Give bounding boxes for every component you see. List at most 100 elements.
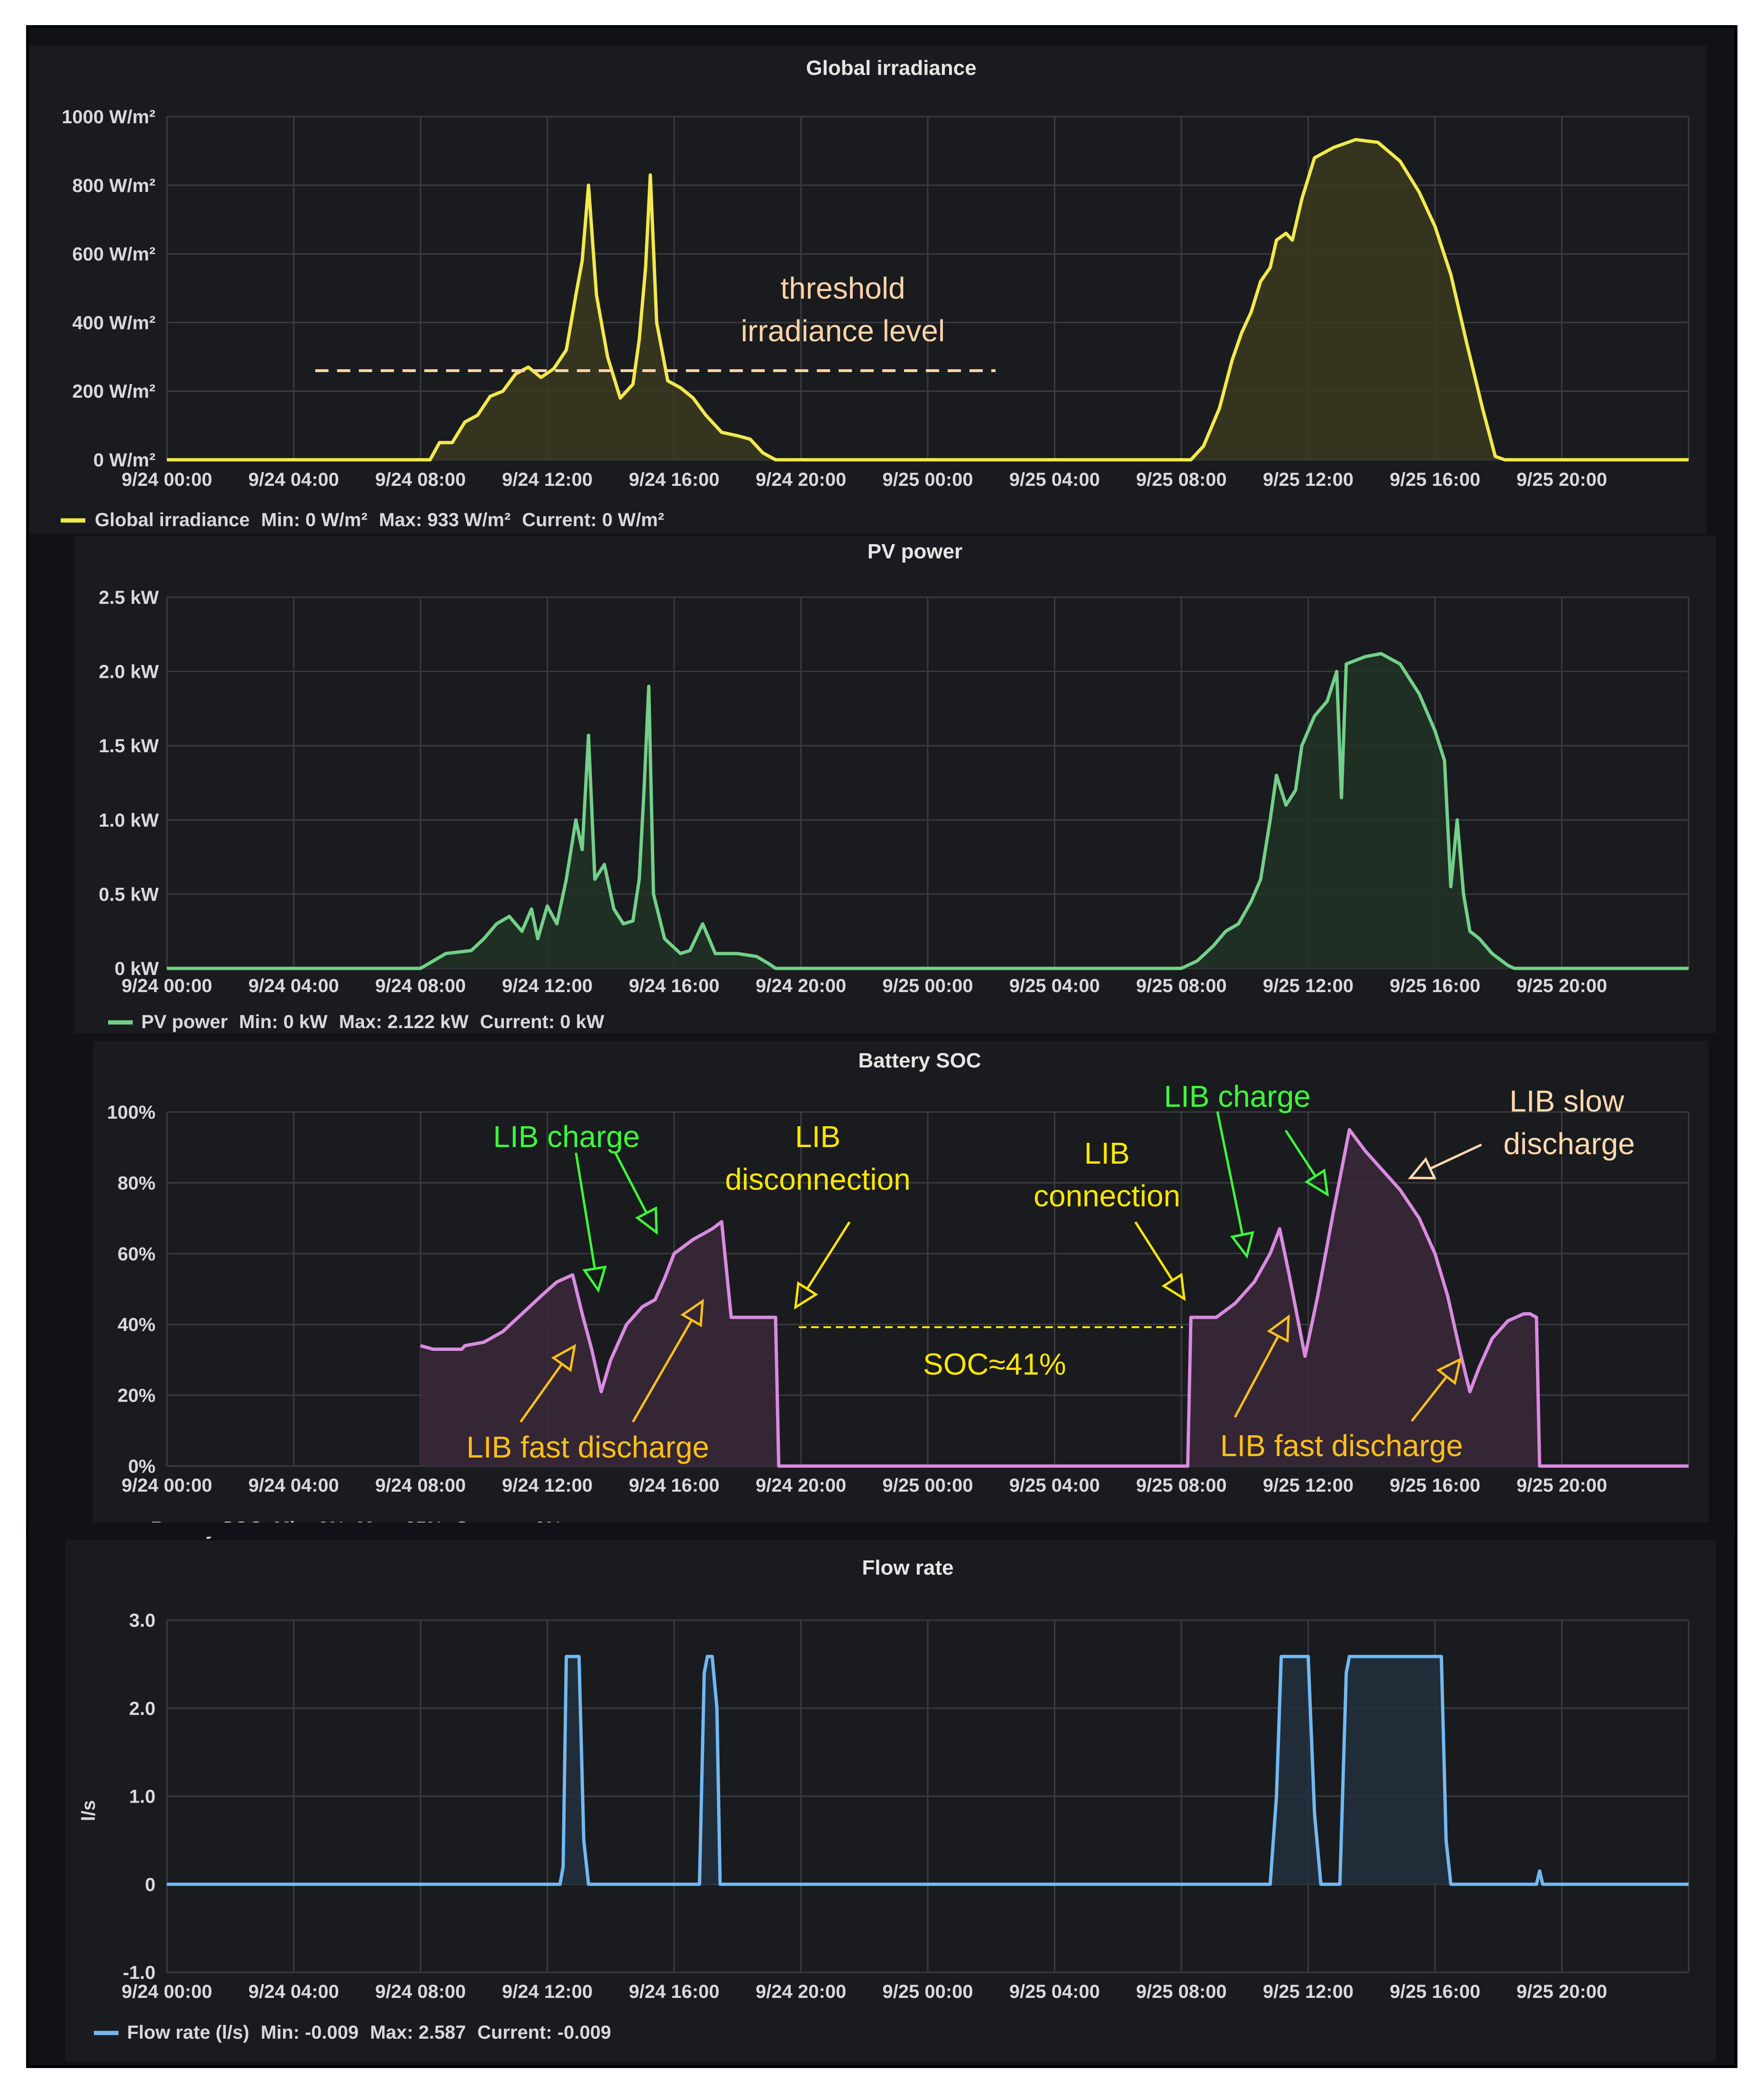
x-tick-label: 9/24 20:00 — [756, 1475, 846, 1496]
panel-divider — [28, 1522, 1735, 1537]
panel-title: Flow rate — [862, 1556, 953, 1579]
panel-global-irradiance: Global irradiance 0 W/m² 200 W/m² 400 W/m²… — [29, 46, 1707, 534]
series-line — [167, 1655, 1689, 1886]
arrow-lib-disconnection — [794, 1221, 851, 1310]
x-tick-label: 9/24 16:00 — [629, 975, 719, 996]
x-tick-label: 9/25 04:00 — [1009, 1981, 1100, 2002]
soc-label: SOC≈41% — [923, 1347, 1066, 1381]
panel-title: PV power — [868, 540, 963, 563]
y-tick-label: 800 W/m² — [72, 175, 155, 196]
arrow-lib-fast-discharge-1b — [631, 1298, 704, 1423]
x-tick-label: 9/25 12:00 — [1263, 975, 1353, 996]
lib-connection-label-line1: LIB — [1084, 1136, 1130, 1170]
x-axis: 9/24 00:00 9/24 04:00 9/24 08:00 9/24 12:00… — [121, 975, 1607, 996]
lib-charge-label-2: LIB charge — [1164, 1079, 1311, 1113]
x-tick-label: 9/24 08:00 — [375, 469, 466, 490]
x-tick-label: 9/24 20:00 — [756, 1981, 846, 2002]
y-axis: 0 kW 0.5 kW 1.0 kW 1.5 kW 2.0 kW 2.5 kW — [99, 587, 159, 979]
series-line — [167, 652, 1689, 970]
y-tick-label: 2.0 — [129, 1698, 155, 1719]
threshold-label-line1: threshold — [780, 271, 905, 305]
arrow-lib-charge-1b — [614, 1152, 658, 1235]
x-tick-label: 9/25 20:00 — [1517, 975, 1607, 996]
y-tick-label: 40% — [118, 1314, 155, 1335]
x-tick-label: 9/24 04:00 — [248, 1981, 339, 2002]
x-tick-label: 9/24 12:00 — [502, 975, 593, 996]
y-tick-label: 0 W/m² — [93, 450, 155, 471]
y-tick-label: 20% — [118, 1385, 155, 1406]
x-tick-label: 9/25 08:00 — [1136, 1475, 1226, 1496]
x-tick-label: 9/24 08:00 — [375, 975, 466, 996]
y-tick-label: 0 — [145, 1874, 155, 1895]
x-tick-label: 9/25 16:00 — [1389, 1981, 1480, 2002]
y-tick-label: 0.5 kW — [99, 884, 159, 905]
arrow-lib-charge-2b — [1284, 1130, 1329, 1197]
x-tick-label: 9/24 04:00 — [248, 469, 339, 490]
y-tick-label: 2.0 kW — [99, 662, 159, 683]
x-tick-label: 9/25 04:00 — [1009, 469, 1100, 490]
arrow-lib-charge-2a — [1216, 1111, 1254, 1259]
x-tick-label: 9/25 04:00 — [1009, 1475, 1100, 1496]
x-tick-label: 9/25 00:00 — [882, 469, 973, 490]
arrow-lib-fast-discharge-2b — [1411, 1357, 1462, 1422]
series-area — [167, 139, 1689, 460]
lib-fast-discharge-label-1: LIB fast discharge — [466, 1430, 709, 1464]
y-tick-label: 1.0 — [129, 1786, 155, 1807]
series-area — [420, 1130, 1689, 1466]
legend: PV power Min: 0 kW Max: 2.122 kW Current: 0… — [108, 1012, 604, 1032]
x-tick-label: 9/25 08:00 — [1136, 975, 1226, 996]
panel-battery-soc: Battery SOC 0% 20% 40% 60% 80% 100% 9/24 00:0… — [93, 1041, 1709, 1539]
y-tick-label: 600 W/m² — [72, 244, 155, 265]
lib-slow-discharge-label-line2: discharge — [1503, 1127, 1635, 1161]
arrow-lib-slow-discharge — [1408, 1143, 1482, 1180]
x-axis: 9/24 00:00 9/24 04:00 9/24 08:00 9/24 12:00… — [121, 1475, 1607, 1496]
x-tick-label: 9/24 00:00 — [121, 1981, 212, 2002]
x-tick-label: 9/24 00:00 — [121, 975, 212, 996]
arrow-lib-fast-discharge-1a — [519, 1344, 576, 1423]
y-tick-label: 3.0 — [129, 1610, 155, 1631]
x-tick-label: 9/25 20:00 — [1517, 1475, 1607, 1496]
x-tick-label: 9/24 12:00 — [502, 469, 593, 490]
y-tick-label: 60% — [118, 1244, 155, 1265]
legend-text: Flow rate (l/s) Min: -0.009 Max: 2.587 Curr… — [127, 2022, 611, 2043]
threshold-label-line2: irradiance level — [741, 314, 945, 348]
x-tick-label: 9/25 12:00 — [1263, 1475, 1353, 1496]
y-tick-label: 1.0 kW — [99, 810, 159, 831]
x-tick-label: 9/24 00:00 — [121, 469, 212, 490]
y-axis: -1.0 0 1.0 2.0 3.0 — [123, 1610, 155, 1983]
x-tick-label: 9/25 00:00 — [882, 1475, 973, 1496]
x-tick-label: 9/25 16:00 — [1389, 469, 1480, 490]
y-tick-label: 1000 W/m² — [62, 107, 155, 128]
x-tick-label: 9/25 12:00 — [1263, 1981, 1353, 2002]
legend: Flow rate (l/s) Min: -0.009 Max: 2.587 Curr… — [94, 2022, 611, 2043]
legend-text: Global irradiance Min: 0 W/m² Max: 933 W/m… — [95, 510, 664, 530]
x-axis: 9/24 00:00 9/24 04:00 9/24 08:00 9/24 12:00… — [121, 469, 1607, 490]
x-tick-label: 9/24 08:00 — [375, 1475, 466, 1496]
series-line — [420, 1128, 1689, 1468]
y-axis-label: l/s — [78, 1800, 99, 1821]
lib-disconnection-label-line1: LIB — [795, 1120, 841, 1154]
y-axis: 0% 20% 40% 60% 80% 100% — [107, 1102, 155, 1477]
lib-fast-discharge-label-2: LIB fast discharge — [1220, 1429, 1463, 1463]
legend: Global irradiance Min: 0 W/m² Max: 933 W/m… — [61, 510, 664, 530]
x-tick-label: 9/24 20:00 — [756, 469, 846, 490]
y-tick-label: -1.0 — [123, 1962, 155, 1983]
x-tick-label: 9/24 20:00 — [756, 975, 846, 996]
lib-disconnection-label-line2: disconnection — [725, 1162, 910, 1196]
arrow-lib-fast-discharge-2a — [1234, 1314, 1290, 1418]
x-tick-label: 9/25 16:00 — [1389, 1475, 1480, 1496]
panel-flow-rate: Flow rate l/s -1.0 0 1.0 2.0 3.0 9/24 00:00 9… — [65, 1540, 1716, 2061]
y-tick-label: 1.5 kW — [99, 736, 159, 756]
legend-text: PV power Min: 0 kW Max: 2.122 kW Current: 0… — [141, 1012, 604, 1032]
x-tick-label: 9/24 00:00 — [121, 1475, 212, 1496]
lib-connection-label-line2: connection — [1033, 1179, 1180, 1213]
x-tick-label: 9/24 04:00 — [248, 975, 339, 996]
x-tick-label: 9/24 12:00 — [502, 1981, 593, 2002]
x-tick-label: 9/25 08:00 — [1136, 1981, 1226, 2002]
x-tick-label: 9/24 16:00 — [629, 1981, 719, 2002]
y-tick-label: 2.5 kW — [99, 587, 159, 608]
x-tick-label: 9/25 04:00 — [1009, 975, 1100, 996]
series-area — [167, 1656, 1689, 1885]
y-tick-label: 200 W/m² — [72, 381, 155, 402]
